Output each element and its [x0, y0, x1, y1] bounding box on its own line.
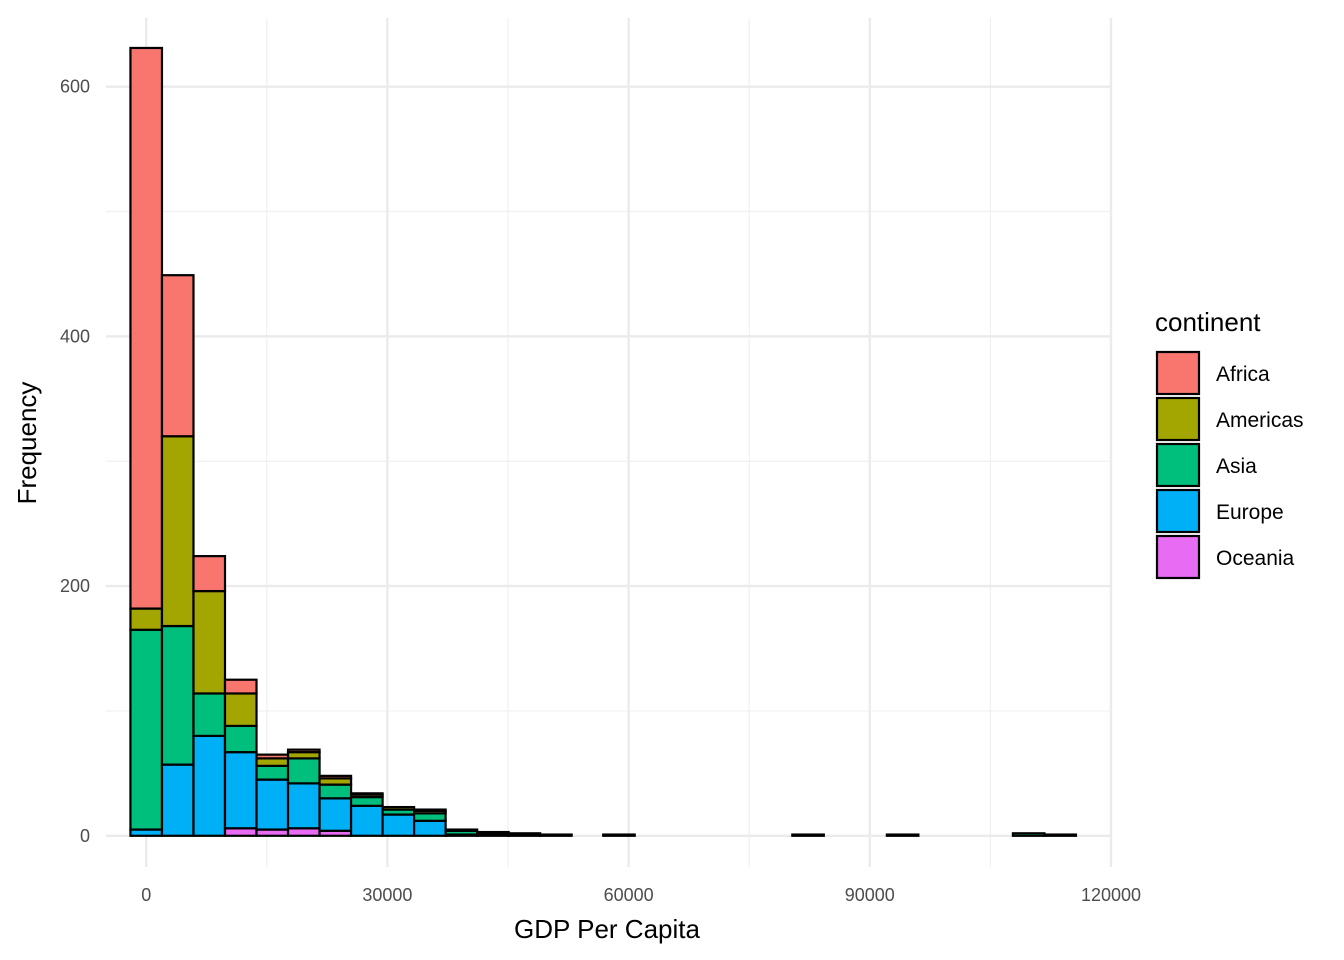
- y-tick-label: 600: [60, 77, 90, 97]
- legend-key-africa: [1155, 350, 1201, 396]
- bar-segment-africa-1: [160, 274, 195, 438]
- bar-segment-asia-28: [1011, 832, 1046, 837]
- bar-segment-africa-3: [223, 678, 258, 695]
- bar-segment-europe-4: [255, 778, 290, 831]
- bar-segment-africa-9: [413, 808, 447, 812]
- bar-segment-oceania-5: [286, 827, 321, 837]
- legend-key-europe: [1155, 488, 1201, 534]
- bar-segment-americas-2: [192, 589, 227, 695]
- legend-label-oceania: Oceania: [1216, 547, 1295, 570]
- bar-segment-oceania-3: [223, 827, 258, 837]
- bar-segment-asia-3: [223, 724, 258, 754]
- legend-label-asia: Asia: [1216, 455, 1257, 478]
- bar-segment-asia-0: [129, 628, 164, 831]
- bar-segment-africa-0: [129, 46, 164, 610]
- y-tick-label: 200: [60, 576, 90, 596]
- bar-segment-africa-6: [318, 774, 353, 780]
- bar-segment-asia-15: [602, 833, 636, 837]
- legend-key-oceania: [1155, 534, 1201, 580]
- bar-segment-europe-9: [413, 819, 447, 837]
- bar-segment-asia-7: [349, 795, 384, 807]
- bar-segment-americas-11: [476, 830, 510, 835]
- bar-segment-europe-8: [381, 813, 416, 837]
- x-tick-label: 120000: [1081, 885, 1141, 905]
- bar-segment-europe-6: [318, 797, 353, 832]
- bar-segment-africa-5: [286, 748, 321, 754]
- bar-segment-asia-24: [885, 833, 920, 837]
- y-tick-label: 0: [80, 826, 90, 846]
- bar-segment-europe-2: [192, 734, 227, 837]
- bar-segment-asia-9: [413, 812, 447, 822]
- bar-segment-europe-1: [160, 763, 195, 837]
- bar-segment-asia-29: [1043, 833, 1078, 837]
- legend-key-asia: [1155, 442, 1201, 488]
- x-tick-label: 0: [141, 885, 151, 905]
- legend-label-europe: Europe: [1216, 501, 1284, 524]
- bar-segment-americas-4: [255, 757, 290, 767]
- bar-segment-asia-12: [507, 832, 542, 836]
- y-tick-label: 400: [60, 326, 90, 346]
- bar-segment-europe-5: [286, 782, 321, 830]
- legend-label-americas: Americas: [1216, 409, 1304, 432]
- bar-segment-asia-5: [286, 757, 321, 785]
- bar-segment-africa-4: [255, 753, 290, 760]
- bars-layer: [129, 46, 1078, 837]
- legend: continent Africa Americas Asia Europe Oceani…: [1155, 307, 1304, 580]
- ticks-layer: 0 30000 60000 90000 120000 0 200 400 600: [60, 77, 1141, 905]
- legend-key-americas: [1155, 396, 1201, 442]
- bar-segment-asia-21: [791, 833, 825, 837]
- bar-segment-americas-0: [129, 607, 164, 631]
- bar-segment-asia-2: [192, 692, 227, 738]
- legend-label-africa: Africa: [1216, 363, 1270, 386]
- bar-segment-europe-13: [539, 833, 573, 837]
- bar-segment-americas-10: [444, 828, 479, 832]
- y-axis-title: Frequency: [12, 382, 42, 505]
- x-tick-label: 30000: [362, 885, 412, 905]
- bar-segment-asia-6: [318, 783, 353, 800]
- bar-segment-americas-8: [381, 805, 416, 811]
- bar-segment-africa-7: [349, 792, 384, 796]
- bar-segment-americas-3: [223, 692, 258, 728]
- x-axis-title: GDP Per Capita: [514, 914, 700, 944]
- bar-segment-europe-7: [349, 804, 384, 837]
- legend-title: continent: [1155, 307, 1261, 337]
- bar-segment-europe-3: [223, 751, 258, 830]
- bar-segment-americas-1: [160, 435, 195, 628]
- bar-segment-asia-4: [255, 764, 290, 781]
- x-tick-label: 90000: [845, 885, 895, 905]
- bar-segment-africa-2: [192, 555, 227, 593]
- x-tick-label: 60000: [604, 885, 654, 905]
- bar-segment-asia-1: [160, 624, 195, 766]
